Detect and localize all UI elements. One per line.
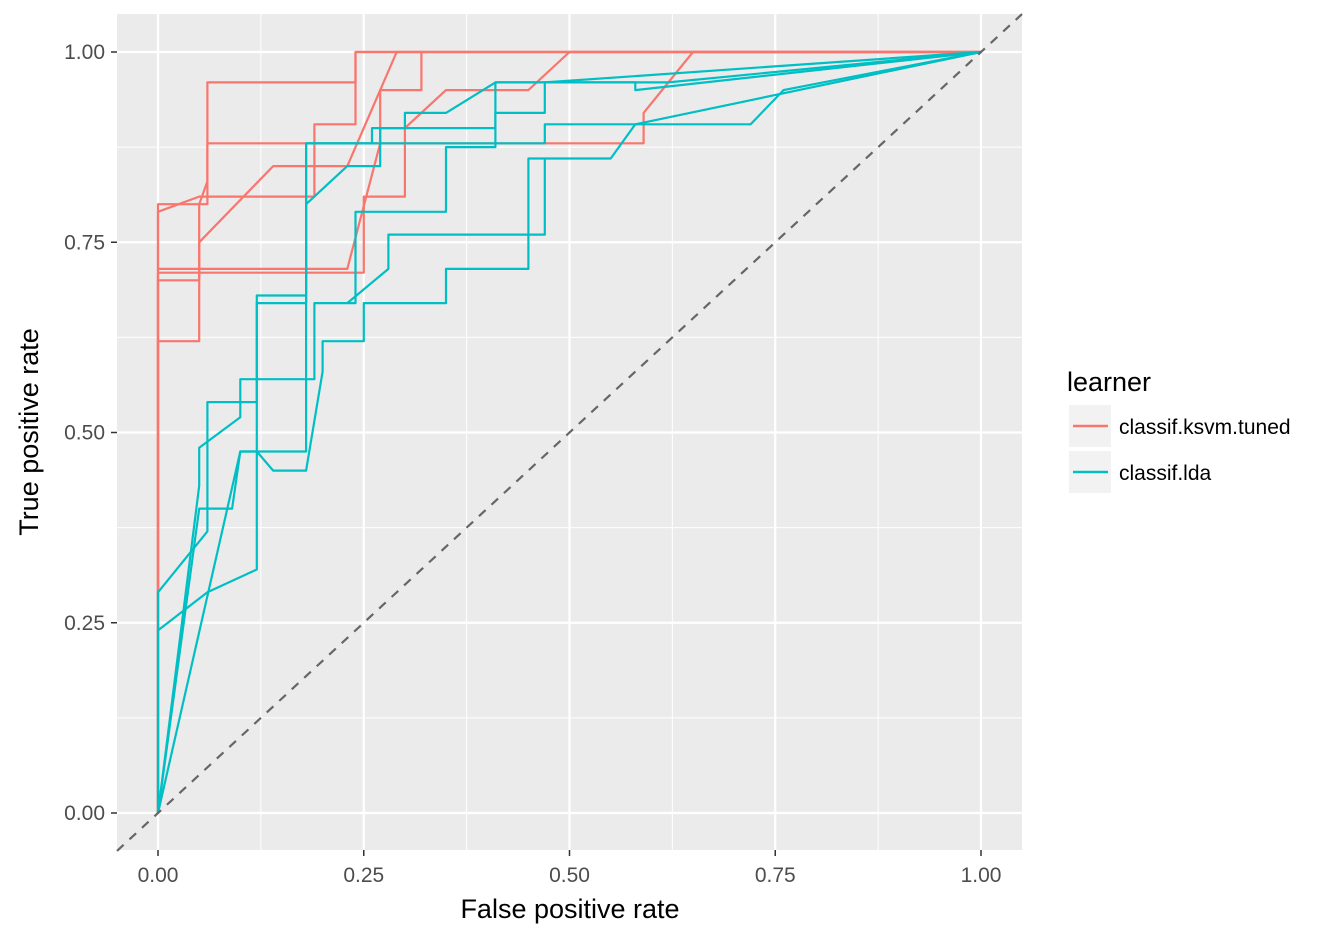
roc-curve-classif-ksvm-tuned: [158, 52, 423, 270]
roc-curve-classif-ksvm-tuned: [156, 50, 981, 813]
x-axis-ticks: 0.00 0.25 0.50 0.75 1.00: [138, 850, 1002, 887]
roc-curve-classif-lda: [156, 50, 982, 814]
x-tick-label: 0.25: [343, 864, 384, 887]
legend-label-ksvm: classif.ksvm.tuned: [1119, 416, 1291, 439]
roc-curve-classif-ksvm-tuned: [156, 50, 981, 813]
legend: learner classif.ksvm.tuned classif.lda: [1067, 367, 1291, 493]
legend-label-lda: classif.lda: [1119, 462, 1212, 485]
y-axis-ticks: 0.00 0.25 0.50 0.75 1.00: [64, 41, 117, 825]
roc-curve-classif-lda: [156, 50, 982, 814]
y-tick-label: 1.00: [64, 41, 105, 64]
y-tick-label: 0.75: [64, 231, 105, 254]
x-tick-label: 1.00: [961, 864, 1002, 887]
x-tick-label: 0.75: [755, 864, 796, 887]
y-tick-label: 0.25: [64, 612, 105, 635]
reference-diagonal-line: [116, 13, 1023, 852]
y-axis-title: True positive rate: [14, 328, 44, 536]
legend-title: learner: [1067, 367, 1151, 397]
x-axis-title: False positive rate: [460, 894, 679, 924]
x-tick-label: 0.00: [138, 864, 179, 887]
roc-curve-classif-lda: [346, 158, 546, 304]
y-tick-label: 0.00: [64, 802, 105, 825]
roc-curve-classif-ksvm-tuned: [156, 50, 981, 813]
roc-curve-classif-lda: [156, 50, 982, 813]
y-tick-label: 0.50: [64, 422, 105, 445]
series-layer: [156, 50, 982, 814]
x-tick-label: 0.50: [549, 864, 590, 887]
